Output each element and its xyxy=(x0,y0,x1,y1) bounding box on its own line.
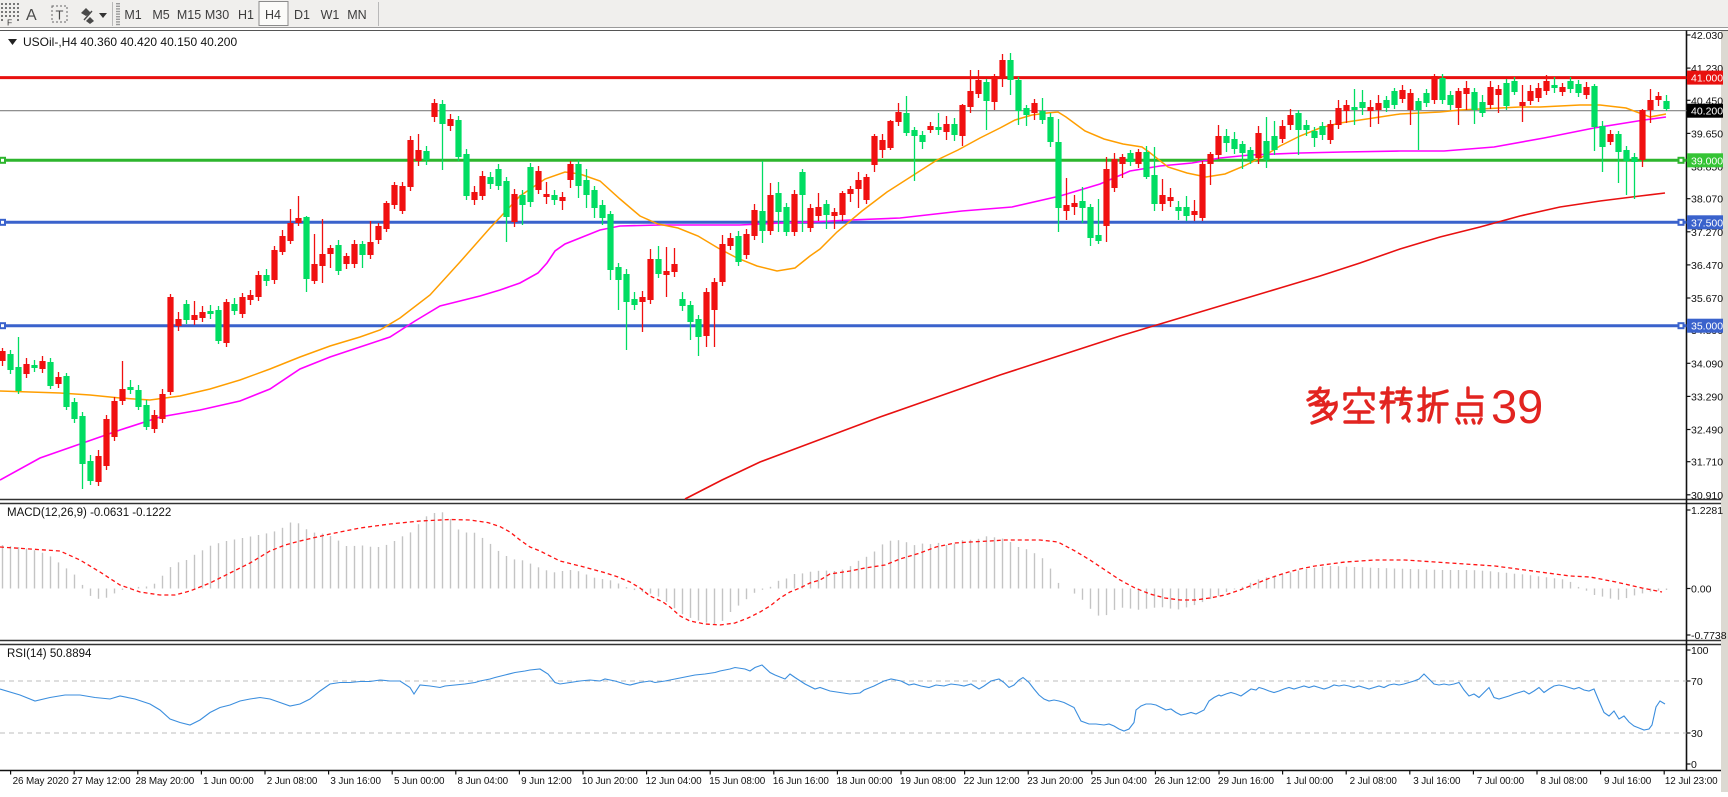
svg-text:12 Jun 04:00: 12 Jun 04:00 xyxy=(646,776,703,787)
svg-text:2 Jun 08:00: 2 Jun 08:00 xyxy=(267,776,318,787)
svg-text:8 Jul 08:00: 8 Jul 08:00 xyxy=(1540,776,1588,787)
svg-text:40.200: 40.200 xyxy=(1691,106,1723,118)
svg-text:3 Jun 16:00: 3 Jun 16:00 xyxy=(330,776,381,787)
svg-text:70: 70 xyxy=(1691,676,1703,688)
svg-text:39.650: 39.650 xyxy=(1691,128,1723,140)
svg-text:-0.7738: -0.7738 xyxy=(1691,630,1727,642)
svg-text:M5: M5 xyxy=(152,8,169,22)
svg-text:MACD(12,26,9) -0.0631 -0.1222: MACD(12,26,9) -0.0631 -0.1222 xyxy=(7,507,171,519)
svg-text:1 Jul 00:00: 1 Jul 00:00 xyxy=(1286,776,1334,787)
svg-text:22 Jun 12:00: 22 Jun 12:00 xyxy=(964,776,1021,787)
svg-text:1 Jun 00:00: 1 Jun 00:00 xyxy=(203,776,254,787)
svg-text:7 Jul 00:00: 7 Jul 00:00 xyxy=(1477,776,1525,787)
svg-text:30.910: 30.910 xyxy=(1691,490,1723,502)
svg-text:USOil-,H4 40.360 40.420 40.15: USOil-,H4 40.360 40.420 40.150 40.200 xyxy=(23,35,237,49)
svg-text:15 Jun 08:00: 15 Jun 08:00 xyxy=(709,776,766,787)
svg-text:35.000: 35.000 xyxy=(1691,321,1723,333)
svg-text:26 May 2020: 26 May 2020 xyxy=(13,776,70,787)
svg-text:26 Jun 12:00: 26 Jun 12:00 xyxy=(1154,776,1211,787)
svg-text:RSI(14) 50.8894: RSI(14) 50.8894 xyxy=(7,648,92,660)
svg-text:T: T xyxy=(56,8,64,23)
svg-text:39: 39 xyxy=(1491,380,1543,433)
svg-text:D1: D1 xyxy=(294,8,310,22)
svg-text:35.670: 35.670 xyxy=(1691,293,1723,305)
svg-text:10 Jun 20:00: 10 Jun 20:00 xyxy=(582,776,639,787)
svg-text:3 Jul 16:00: 3 Jul 16:00 xyxy=(1413,776,1461,787)
svg-text:9 Jun 12:00: 9 Jun 12:00 xyxy=(521,776,572,787)
svg-text:36.470: 36.470 xyxy=(1691,260,1723,272)
svg-text:38.070: 38.070 xyxy=(1691,194,1723,206)
svg-text:18 Jun 00:00: 18 Jun 00:00 xyxy=(836,776,893,787)
svg-text:12 Jul 23:00: 12 Jul 23:00 xyxy=(1665,776,1718,787)
svg-text:16 Jun 16:00: 16 Jun 16:00 xyxy=(773,776,830,787)
svg-text:27 May 12:00: 27 May 12:00 xyxy=(72,776,131,787)
svg-text:H1: H1 xyxy=(238,8,254,22)
svg-text:37.500: 37.500 xyxy=(1691,217,1723,229)
svg-text:5 Jun 00:00: 5 Jun 00:00 xyxy=(394,776,445,787)
svg-text:8 Jun 04:00: 8 Jun 04:00 xyxy=(458,776,509,787)
svg-text:0: 0 xyxy=(1691,759,1697,771)
svg-text:1.2281: 1.2281 xyxy=(1691,505,1723,517)
svg-text:MN: MN xyxy=(347,8,366,22)
svg-text:34.090: 34.090 xyxy=(1691,358,1723,370)
svg-text:31.710: 31.710 xyxy=(1691,457,1723,469)
svg-text:M15: M15 xyxy=(177,8,201,22)
svg-text:25 Jun 04:00: 25 Jun 04:00 xyxy=(1091,776,1148,787)
svg-text:M30: M30 xyxy=(205,8,229,22)
svg-text:2 Jul 08:00: 2 Jul 08:00 xyxy=(1350,776,1398,787)
svg-text:42.030: 42.030 xyxy=(1691,30,1723,42)
svg-text:41.000: 41.000 xyxy=(1691,73,1723,85)
svg-text:H4: H4 xyxy=(265,8,281,22)
svg-text:28 May 20:00: 28 May 20:00 xyxy=(135,776,194,787)
svg-text:29 Jun 16:00: 29 Jun 16:00 xyxy=(1218,776,1275,787)
svg-text:32.490: 32.490 xyxy=(1691,425,1723,437)
svg-text:F: F xyxy=(7,18,12,28)
svg-text:30: 30 xyxy=(1691,728,1703,740)
svg-text:W1: W1 xyxy=(321,8,340,22)
svg-text:39.000: 39.000 xyxy=(1691,155,1723,167)
svg-text:37.270: 37.270 xyxy=(1691,227,1723,239)
svg-text:23 Jun 20:00: 23 Jun 20:00 xyxy=(1027,776,1084,787)
svg-text:0.00: 0.00 xyxy=(1691,584,1712,596)
svg-text:M1: M1 xyxy=(124,8,141,22)
svg-text:9 Jul 16:00: 9 Jul 16:00 xyxy=(1604,776,1652,787)
svg-text:100: 100 xyxy=(1691,645,1709,657)
svg-text:19 Jun 08:00: 19 Jun 08:00 xyxy=(900,776,957,787)
svg-text:A: A xyxy=(26,7,37,24)
svg-text:33.290: 33.290 xyxy=(1691,391,1723,403)
